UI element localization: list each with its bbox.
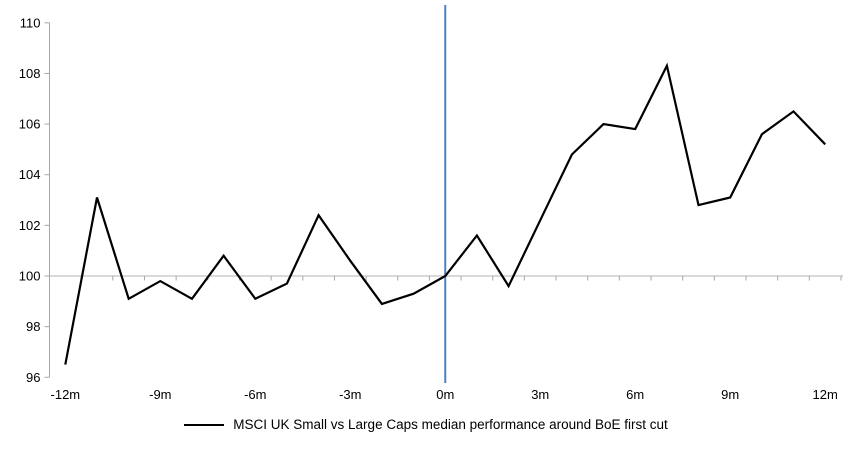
x-tick-label: -9m — [149, 387, 171, 402]
y-tick-label: 100 — [19, 269, 41, 284]
legend-label: MSCI UK Small vs Large Caps median perfo… — [233, 417, 668, 432]
x-tick-label: 3m — [531, 387, 549, 402]
y-tick-label: 106 — [19, 117, 41, 132]
x-tick-label: -12m — [51, 387, 81, 402]
y-tick-label: 104 — [19, 167, 41, 182]
x-tick-label: -6m — [244, 387, 266, 402]
legend: MSCI UK Small vs Large Caps median perfo… — [0, 417, 852, 432]
x-tick-label: 12m — [813, 387, 838, 402]
x-tick-label: 0m — [436, 387, 454, 402]
y-tick-label: 96 — [26, 370, 40, 385]
series-line — [64, 62, 826, 365]
y-tick-label: 98 — [26, 319, 40, 334]
x-tick-label: 6m — [626, 387, 644, 402]
y-tick-label: 110 — [20, 15, 41, 30]
y-tick-label: 108 — [19, 66, 41, 81]
legend-line-swatch — [184, 423, 225, 426]
x-tick-label: 9m — [721, 387, 739, 402]
y-tick-label: 102 — [19, 218, 41, 233]
x-tick-label: -3m — [339, 387, 361, 402]
